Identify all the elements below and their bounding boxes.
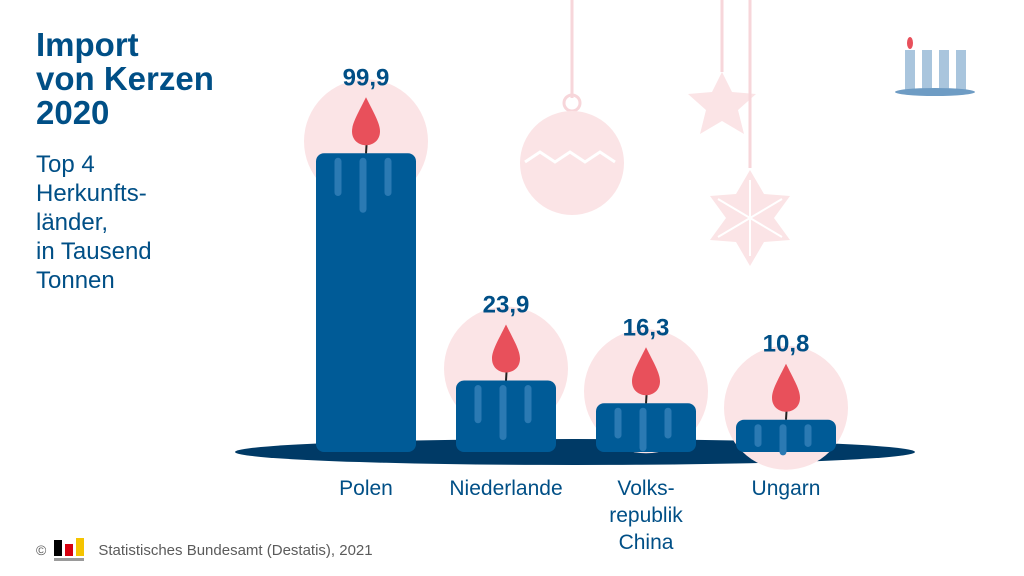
title-line: 2020 <box>36 94 110 131</box>
footer: © Statistisches Bundesamt (Destatis), 20… <box>36 538 373 562</box>
category-label-line: republik <box>609 504 683 527</box>
category-label-line: Polen <box>339 477 393 500</box>
star-icon <box>688 72 756 134</box>
bar-polen <box>316 153 416 452</box>
category-label-line: China <box>619 531 674 554</box>
subtitle-line: länder, <box>36 209 109 236</box>
data-label: 10,8 <box>763 331 810 358</box>
page-subtitle: Top 4 Herkunfts- länder, in Tausend Tonn… <box>36 150 276 295</box>
advent-wreath-icon <box>895 37 975 96</box>
category-label: Volks-republik China <box>609 477 683 554</box>
title-line: Import <box>36 26 139 63</box>
data-label: 23,9 <box>483 292 530 319</box>
category-label-line: Niederlande <box>449 477 562 500</box>
category-label-line: Volks- <box>617 477 674 500</box>
christmas-ball-icon <box>520 111 624 215</box>
flame-icon <box>492 324 520 373</box>
category-label: Niederlande <box>449 477 562 500</box>
destatis-logo-icon <box>54 538 85 561</box>
subtitle-line: in Tausend <box>36 238 152 265</box>
data-label: 16,3 <box>623 314 670 341</box>
category-label: Ungarn <box>752 477 821 500</box>
copyright-symbol: © <box>36 542 47 558</box>
flame-icon <box>352 97 380 146</box>
source-text: Statistisches Bundesamt (Destatis), 2021 <box>98 541 373 559</box>
subtitle-line: Top 4 <box>36 151 95 178</box>
subtitle-line: Tonnen <box>36 267 115 294</box>
subtitle-line: Herkunfts- <box>36 180 147 207</box>
category-label-line: Ungarn <box>752 477 821 500</box>
category-label: Polen <box>339 477 393 500</box>
title-line: von Kerzen <box>36 60 214 97</box>
ornament-decoration <box>520 0 790 266</box>
flame-icon <box>772 363 800 412</box>
page-title: Import von Kerzen 2020 <box>36 28 276 130</box>
data-label: 99,9 <box>343 64 390 91</box>
flame-icon <box>632 347 660 396</box>
